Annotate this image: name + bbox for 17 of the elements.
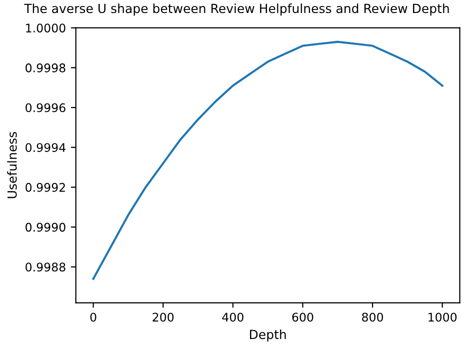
y-axis-title: Usefulness: [7, 132, 17, 198]
y-tick-label: 1.0000: [26, 24, 66, 32]
y-tick-label: 0.9990: [26, 222, 66, 232]
chart-title: The averse U shape between Review Helpfulness and Review Depth: [24, 3, 449, 16]
line-series: [92, 40, 444, 280]
x-tick-label: 600: [292, 312, 314, 322]
x-tick-label: 800: [362, 312, 384, 322]
y-tick-label: 0.9988: [26, 262, 66, 272]
y-tick-label: 0.9994: [26, 143, 66, 152]
x-tick-label: 200: [152, 312, 174, 322]
x-tick-label: 400: [222, 312, 244, 322]
y-tick-label: 0.9998: [26, 63, 66, 72]
x-tick-label: 1000: [428, 312, 457, 322]
x-axis-title: Depth: [250, 329, 286, 342]
y-tick-label: 0.9992: [26, 182, 65, 192]
y-tick-label: 0.9996: [26, 103, 66, 112]
x-tick-label: 0: [90, 312, 96, 322]
